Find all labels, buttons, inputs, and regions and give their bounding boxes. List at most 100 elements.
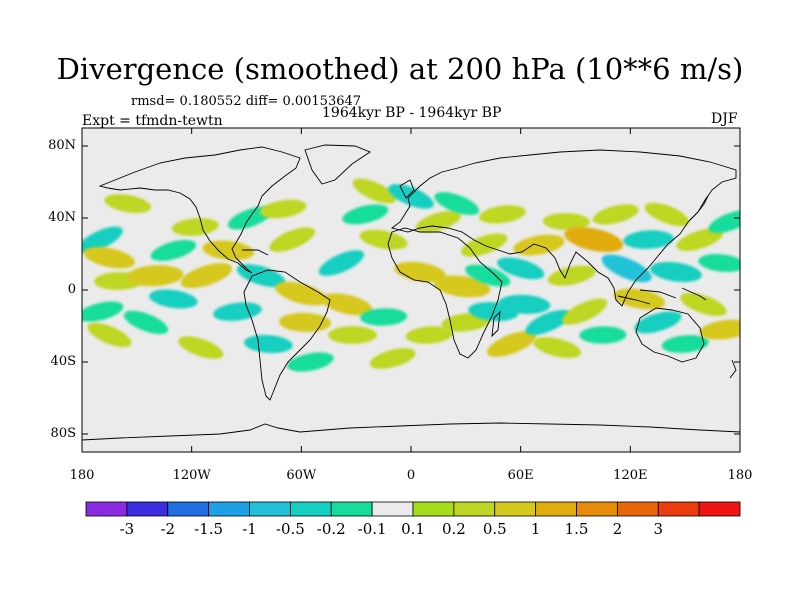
coastline-madagascar: [491, 310, 501, 338]
x-tick-label: 180: [727, 468, 753, 483]
divergence-region: [564, 227, 624, 253]
colorbar-swatch: [453, 501, 496, 517]
colorbar-swatch: [698, 501, 741, 517]
colorbar-swatch: [535, 501, 577, 517]
divergence-region: [123, 310, 169, 335]
divergence-region: [542, 212, 590, 231]
divergence-region: [465, 264, 511, 287]
colorbar-label: -0.2: [316, 520, 346, 538]
divergence-region: [275, 281, 328, 306]
y-tick-label: 80N: [48, 138, 76, 153]
experiment-text: Expt = tfmdn-tewtn: [82, 113, 223, 129]
y-tick-label: 40S: [50, 354, 76, 369]
colorbar-swatch: [330, 501, 373, 517]
divergence-region: [82, 301, 124, 322]
colorbar-label: 2: [612, 520, 623, 538]
divergence-region: [634, 311, 682, 334]
colorbar-label: 3: [653, 520, 664, 538]
colorbar-label: 1: [530, 520, 541, 538]
colorbar-label: -1.5: [194, 520, 224, 538]
divergence-region: [149, 289, 198, 309]
divergence-region: [533, 337, 581, 359]
colorbar-swatch: [85, 501, 128, 517]
divergence-region: [150, 239, 197, 261]
colorbar-label: 0.1: [401, 520, 425, 538]
period-text: 1964kyr BP - 1964kyr BP: [322, 105, 502, 121]
coastline-south-america: [243, 269, 331, 401]
divergence-region: [360, 308, 408, 326]
divergence-region: [698, 254, 740, 272]
coastline-north-america: [98, 146, 301, 274]
season-text: DJF: [711, 111, 738, 127]
divergence-region: [708, 210, 740, 234]
colorbar-swatch: [494, 501, 537, 517]
divergence-region: [562, 298, 608, 325]
colorbar: [85, 501, 741, 517]
y-tick-label: 40N: [48, 210, 76, 225]
divergence-region: [369, 348, 416, 369]
divergence-region: [287, 352, 334, 372]
divergence-region: [441, 313, 491, 332]
divergence-region: [486, 331, 537, 357]
colorbar-label: -2: [160, 520, 176, 538]
colorbar-label: 0.5: [482, 520, 507, 538]
divergence-region: [342, 204, 389, 225]
divergence-region: [498, 294, 551, 314]
divergence-region: [279, 312, 331, 332]
colorbar-swatch: [208, 501, 250, 517]
coastline-new-zealand: [729, 359, 737, 379]
divergence-region: [213, 302, 262, 321]
divergence-region: [352, 178, 397, 204]
divergence-region: [680, 292, 727, 316]
divergence-region: [178, 336, 224, 359]
coastline-caribbean: [242, 249, 269, 256]
divergence-region: [83, 246, 135, 269]
x-tick-label: 60E: [507, 468, 534, 483]
colorbar-swatch: [289, 501, 332, 517]
divergence-region: [259, 199, 307, 219]
coastline-japan: [689, 195, 709, 221]
y-tick-label: 0: [67, 282, 76, 297]
y-tick-label: 80S: [50, 426, 76, 441]
divergence-region: [236, 264, 286, 288]
divergence-region: [433, 275, 491, 298]
colorbar-swatch: [576, 501, 618, 517]
divergence-region: [676, 228, 724, 251]
divergence-region: [82, 226, 123, 253]
divergence-region: [613, 288, 666, 310]
x-tick-label: 60W: [286, 468, 317, 483]
divergence-region: [434, 192, 480, 216]
divergence-region: [601, 254, 652, 283]
divergence-region: [650, 261, 702, 283]
divergence-region: [478, 205, 526, 224]
coastline-australia: [635, 307, 705, 363]
divergence-region: [202, 240, 255, 261]
coastline-eurasia: [390, 149, 737, 307]
divergence-region: [579, 326, 627, 344]
colorbar-label: 0.2: [441, 520, 466, 538]
colorbar-label: -0.5: [275, 520, 305, 538]
colorbar-label: 1.5: [564, 520, 589, 538]
coastline-antarctica: [82, 422, 740, 441]
divergence-region: [180, 263, 232, 289]
divergence-region: [405, 326, 453, 344]
divergence-region: [623, 230, 674, 249]
stats-text: rmsd= 0.180552 diff= 0.00153647: [131, 94, 362, 109]
coastline-africa: [387, 227, 503, 359]
divergence-region: [388, 184, 434, 209]
colorbar-swatch: [616, 501, 659, 517]
divergence-region: [321, 293, 373, 316]
divergence-region: [244, 334, 293, 354]
divergence-region: [394, 261, 446, 283]
divergence-region: [104, 194, 151, 214]
coastlines: [82, 144, 740, 441]
divergence-region: [328, 326, 377, 344]
x-tick-label: 180: [69, 468, 95, 483]
divergence-region: [661, 335, 709, 353]
colorbar-swatch: [657, 501, 700, 517]
coastline-greenland: [304, 144, 371, 185]
divergence-region: [644, 202, 690, 227]
divergence-region: [525, 309, 571, 335]
colorbar-swatch: [412, 501, 455, 517]
